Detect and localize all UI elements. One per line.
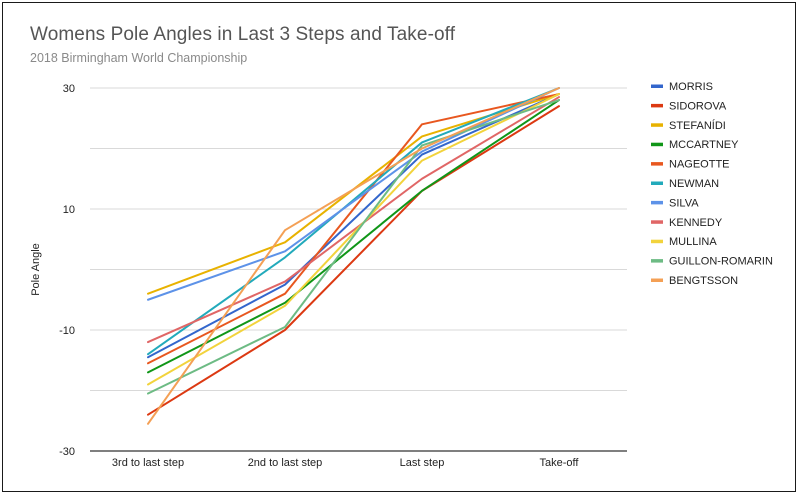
- series-line-silva: [147, 87, 560, 301]
- series-line-sidorova: [147, 105, 560, 416]
- y-axis-title: Pole Angle: [30, 243, 42, 296]
- series-line-kennedy: [147, 96, 560, 344]
- y-tick-label: 10: [63, 204, 75, 216]
- series-line-mullina: [147, 93, 560, 386]
- legend-label-sidorova: SIDOROVA: [669, 100, 727, 112]
- legend-label-mccartney: MCCARTNEY: [669, 139, 739, 151]
- legend-swatch-sidorova: [651, 103, 663, 108]
- legend-label-mullina: MULLINA: [669, 236, 717, 248]
- series-line-morris: [147, 93, 560, 359]
- y-tick-label: -30: [59, 446, 75, 458]
- chart-subtitle: 2018 Birmingham World Championship: [30, 51, 248, 65]
- legend-label-guillon-romarin: GUILLON-ROMARIN: [669, 256, 773, 268]
- legend-label-silva: SILVA: [669, 197, 699, 209]
- y-tick-label: -10: [59, 325, 75, 337]
- x-tick-label: 2nd to last step: [248, 457, 323, 469]
- legend-label-newman: NEWMAN: [669, 178, 719, 190]
- legend-swatch-silva: [651, 200, 663, 205]
- legend-swatch-bengtsson: [651, 278, 663, 282]
- series-line-mccartney: [147, 99, 560, 374]
- gridlines: [90, 87, 627, 452]
- chart-title: Womens Pole Angles in Last 3 Steps and T…: [30, 24, 456, 45]
- x-tick-label: 3rd to last step: [112, 457, 184, 469]
- series-line-guillon-romarin: [147, 99, 560, 395]
- legend-label-stefan-di: STEFANÍDI: [669, 119, 726, 132]
- y-tick-label: 30: [63, 83, 75, 95]
- x-tick-label: Last step: [400, 457, 445, 469]
- series-line-newman: [147, 87, 560, 356]
- legend-swatch-mullina: [651, 239, 663, 244]
- legend-swatch-newman: [651, 181, 663, 185]
- legend-swatch-kennedy: [651, 220, 663, 224]
- axes: -30 -10 10 30 3rd to last step 2nd to last st…: [30, 83, 579, 469]
- legend: MORRIS SIDOROVA STEFANÍDI MCCARTNEY NAGEOTTE…: [651, 81, 773, 287]
- legend-swatch-nageotte: [651, 162, 663, 166]
- legend-label-bengtsson: BENGTSSON: [669, 275, 738, 287]
- x-tick-label: Take-off: [540, 457, 580, 469]
- legend-swatch-guillon-romarin: [651, 259, 663, 263]
- legend-label-kennedy: KENNEDY: [669, 217, 723, 229]
- series-line-bengtsson: [147, 87, 560, 425]
- legend-swatch-mccartney: [651, 142, 663, 147]
- legend-label-morris: MORRIS: [669, 81, 713, 93]
- legend-swatch-morris: [651, 84, 663, 88]
- legend-swatch-stefan-di: [651, 123, 663, 127]
- series-lines: [147, 87, 560, 425]
- legend-label-nageotte: NAGEOTTE: [669, 159, 730, 171]
